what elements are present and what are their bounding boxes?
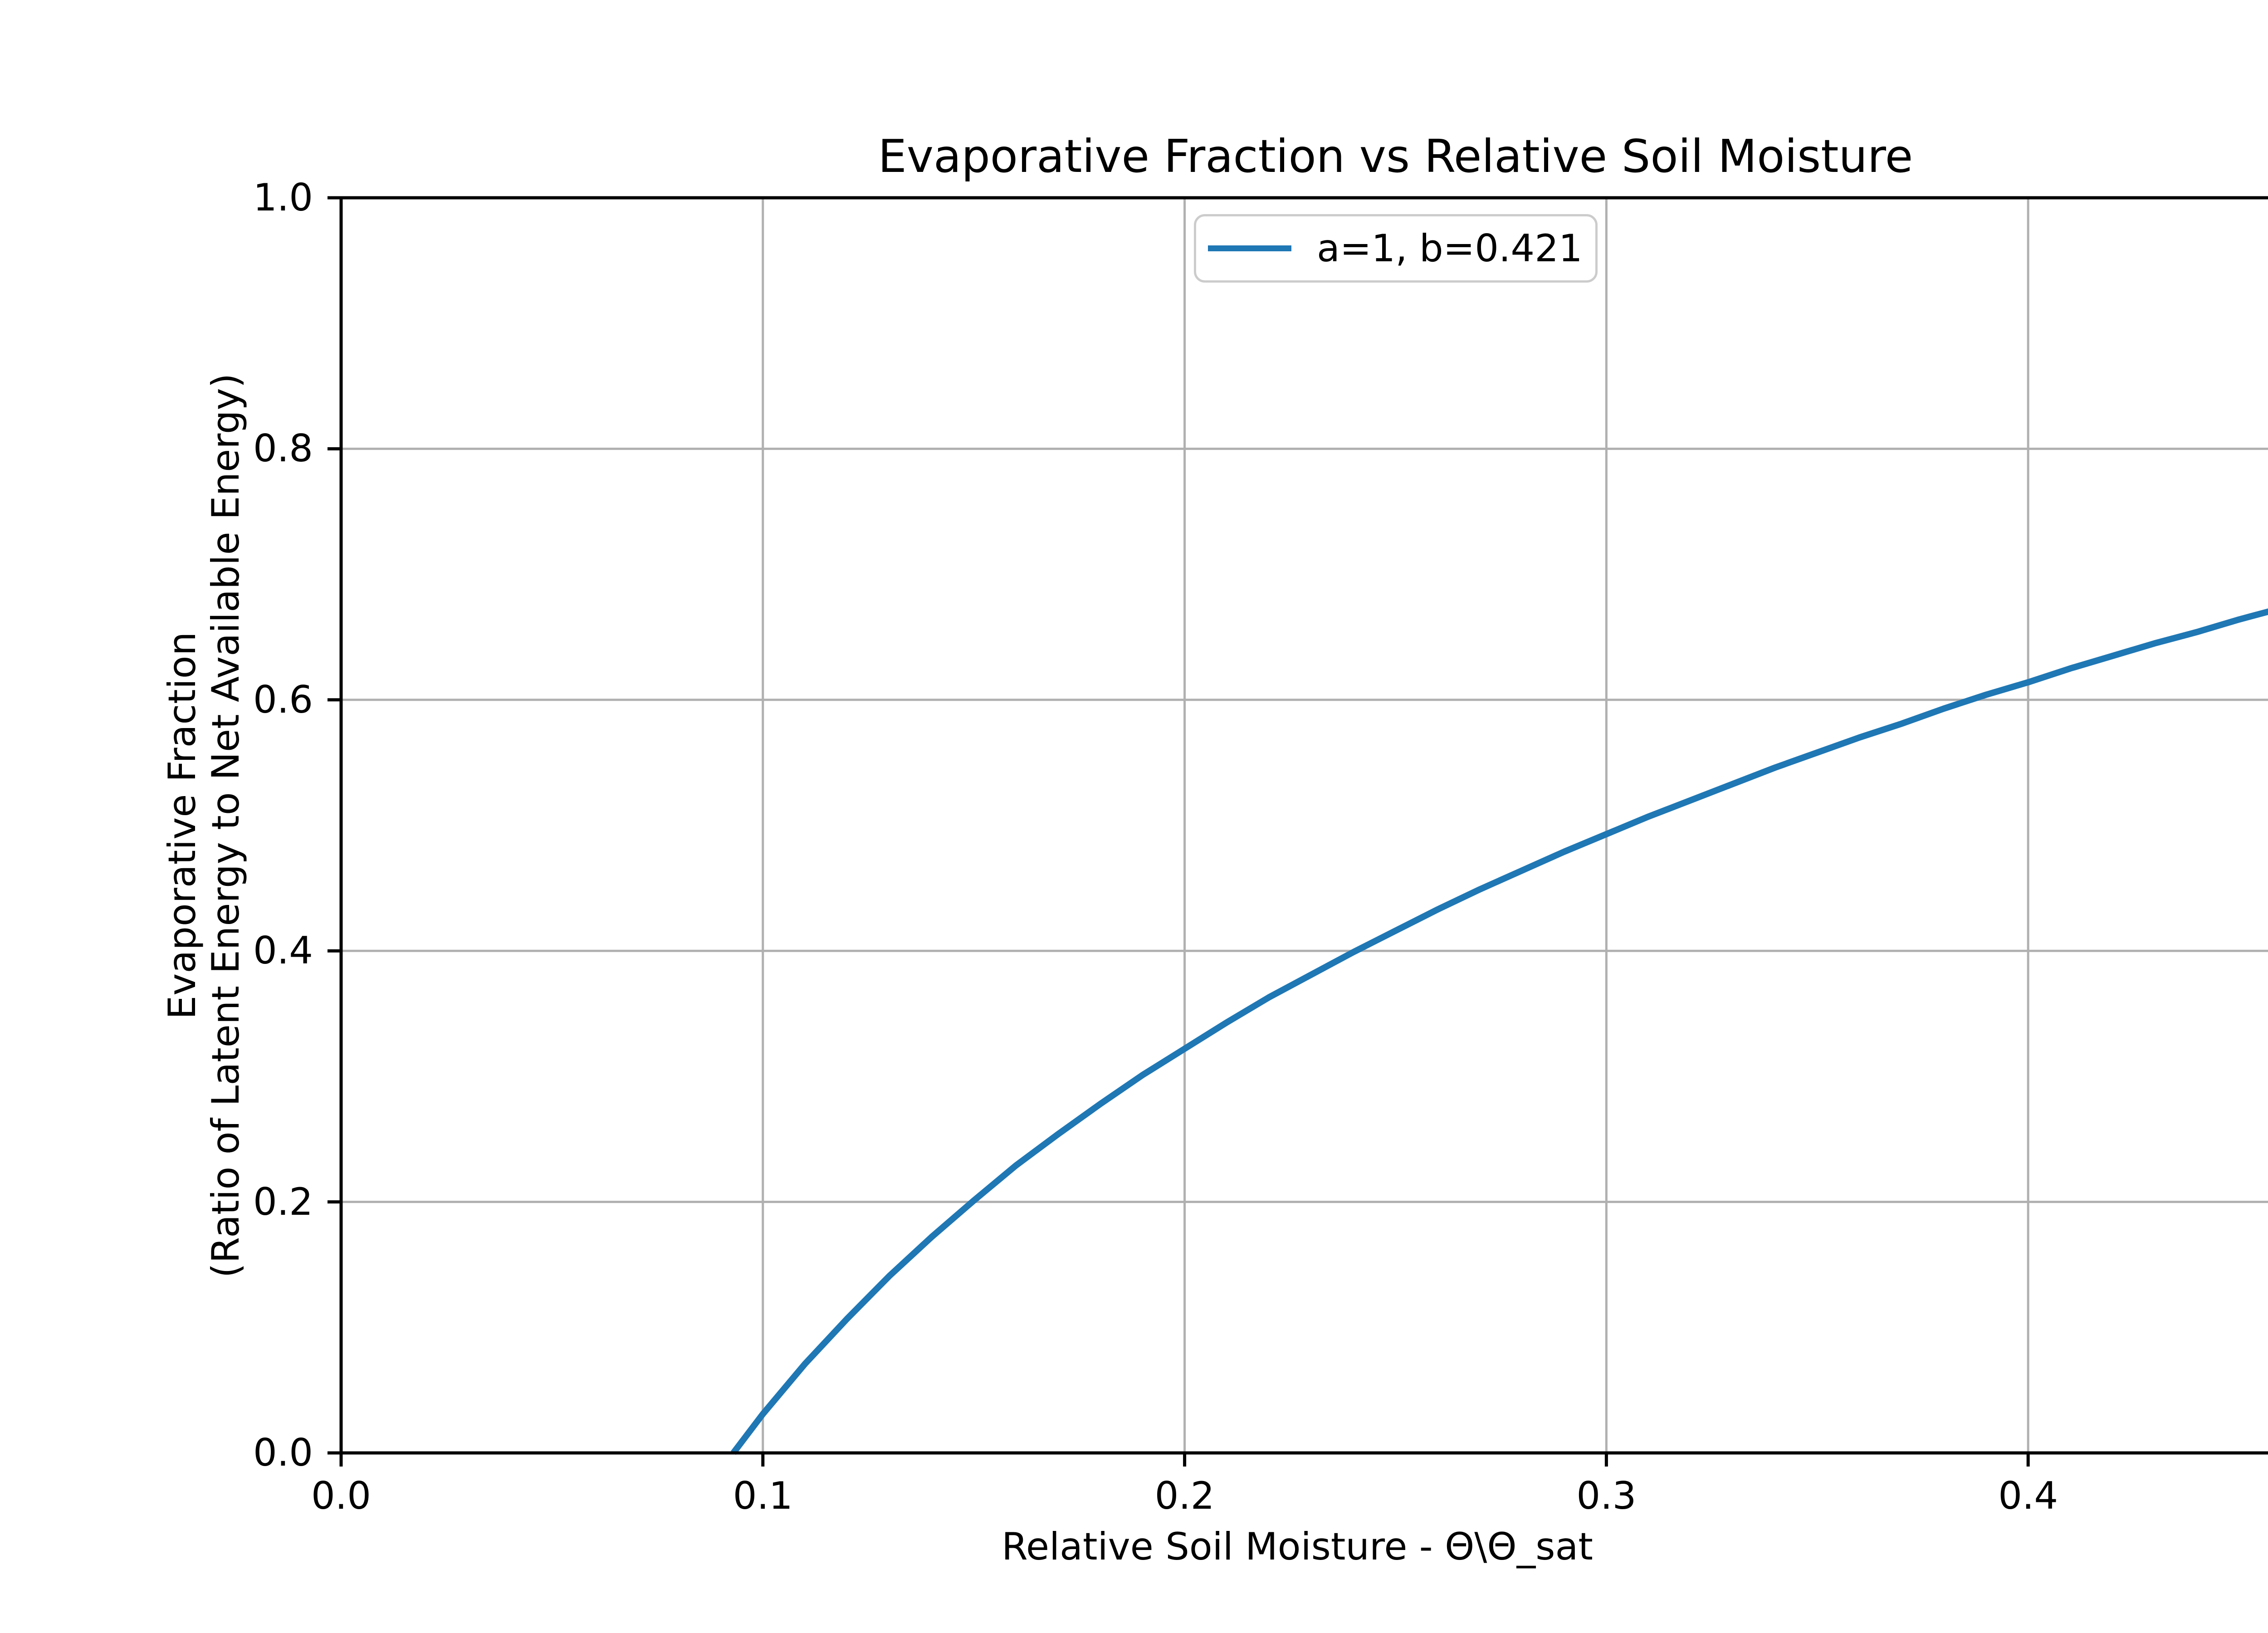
chart-title: Evaporative Fraction vs Relative Soil Mo… xyxy=(878,130,1913,183)
x-tick-label: 0.4 xyxy=(1998,1474,2058,1518)
y-tick-label: 0.0 xyxy=(253,1431,313,1475)
y-tick-label: 0.4 xyxy=(253,929,313,973)
y-tick-label: 1.0 xyxy=(253,176,313,220)
y-axis-label-line2: (Ratio of Latent Energy to Net Available… xyxy=(204,373,248,1278)
x-tick-label: 0.3 xyxy=(1576,1474,1637,1518)
data-line xyxy=(731,608,2268,1455)
y-axis-label: Evaporative Fraction (Ratio of Latent En… xyxy=(160,236,248,1415)
x-axis-label: Relative Soil Moisture - Θ\Θ_sat xyxy=(1002,1525,1593,1569)
axes-spines xyxy=(339,196,2268,1455)
legend-entry-label: a=1, b=0.421 xyxy=(1317,226,1583,270)
legend: a=1, b=0.421 xyxy=(1194,214,1598,283)
y-tick-label: 0.6 xyxy=(253,677,313,722)
x-tick-label: 0.0 xyxy=(311,1474,371,1518)
y-tick-label: 0.2 xyxy=(253,1179,313,1224)
x-tick-label: 0.1 xyxy=(733,1474,793,1518)
legend-line-sample xyxy=(1208,245,1291,251)
y-tick-label: 0.8 xyxy=(253,426,313,471)
y-axis-label-line1: Evaporative Fraction xyxy=(160,631,204,1020)
x-tick-label: 0.2 xyxy=(1154,1474,1215,1518)
plot-area xyxy=(327,196,2268,1467)
